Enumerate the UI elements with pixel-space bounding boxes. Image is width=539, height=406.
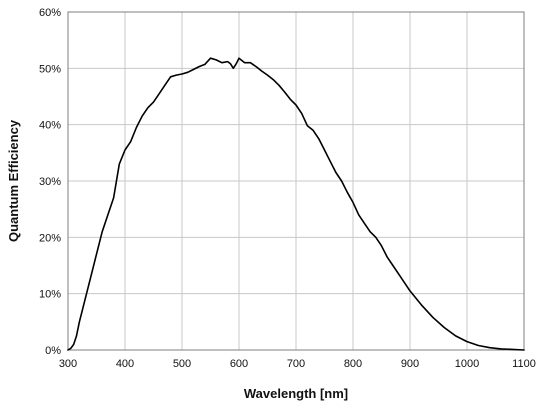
- x-tick-label-700: 700: [287, 358, 305, 370]
- y-tick-label-1: 10%: [39, 289, 61, 301]
- y-tick-label-0: 0%: [45, 345, 61, 357]
- x-tick-labels: 300 400 500 600 700 800 900 1000 1100: [59, 358, 536, 370]
- y-tick-label-2: 20%: [39, 232, 61, 244]
- x-tick-label-900: 900: [401, 358, 419, 370]
- x-tick-label-1000: 1000: [455, 358, 479, 370]
- x-tick-label-1100: 1100: [512, 358, 536, 370]
- x-tick-label-400: 400: [116, 358, 134, 370]
- x-tick-label-500: 500: [173, 358, 191, 370]
- y-axis-title: Quantum Efficiency: [6, 119, 21, 242]
- y-tick-label-3: 30%: [39, 176, 61, 188]
- y-tick-label-6: 60%: [39, 7, 61, 19]
- y-tick-label-5: 50%: [39, 63, 61, 75]
- y-tick-labels: 0% 10% 20% 30% 40% 50% 60%: [39, 7, 61, 357]
- x-axis-title: Wavelength [nm]: [244, 386, 348, 401]
- x-tick-label-300: 300: [59, 358, 77, 370]
- x-tick-label-600: 600: [230, 358, 248, 370]
- y-tick-label-4: 40%: [39, 120, 61, 132]
- series-line-0: [67, 57, 525, 351]
- plot-area-frame: [67, 11, 525, 351]
- series-layer: [67, 57, 525, 351]
- x-tick-label-800: 800: [344, 358, 362, 370]
